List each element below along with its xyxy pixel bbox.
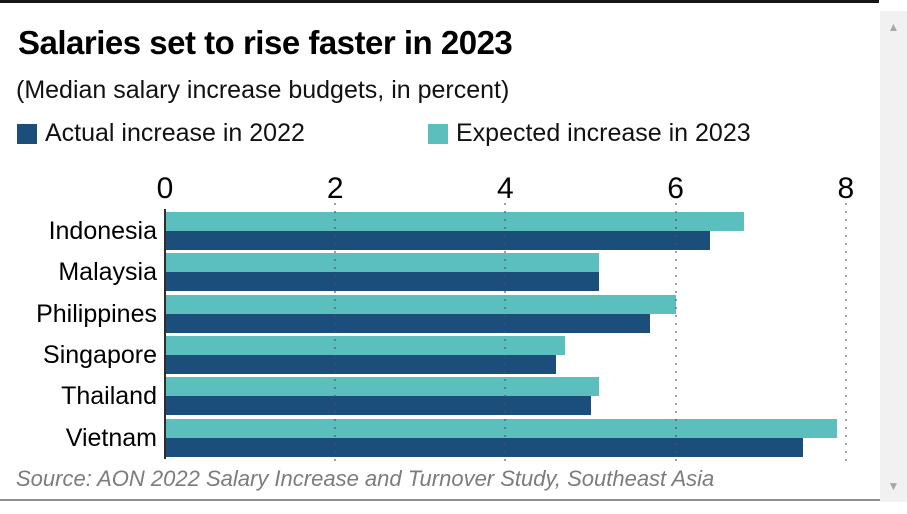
chart-legend: Actual increase in 2022 Expected increas… bbox=[0, 119, 880, 149]
bar-expected-2023-malaysia bbox=[165, 253, 599, 273]
bar-expected-2023-thailand bbox=[165, 377, 599, 397]
bar-actual-2022-singapore bbox=[165, 354, 557, 374]
vertical-scrollbar[interactable]: ▲ ▼ bbox=[880, 11, 907, 502]
category-label-thailand: Thailand bbox=[61, 382, 157, 411]
x-axis-tick-8: 8 bbox=[837, 172, 855, 205]
bar-expected-2023-indonesia bbox=[165, 212, 744, 231]
scroll-up-icon[interactable]: ▲ bbox=[887, 20, 900, 34]
gridline-6 bbox=[674, 203, 677, 461]
bar-expected-2023-philippines bbox=[165, 294, 676, 314]
gridline-8 bbox=[844, 203, 847, 461]
scroll-down-icon[interactable]: ▼ bbox=[887, 479, 900, 493]
chart-subtitle: (Median salary increase budgets, in perc… bbox=[16, 76, 510, 104]
page-title: Salaries set to rise faster in 2023 bbox=[18, 24, 513, 61]
gridline-2 bbox=[334, 203, 337, 461]
category-label-malaysia: Malaysia bbox=[58, 258, 157, 287]
bar-actual-2022-thailand bbox=[165, 396, 591, 416]
bar-actual-2022-philippines bbox=[165, 313, 651, 333]
legend-label-actual-2022: Actual increase in 2022 bbox=[45, 119, 305, 147]
x-axis-tick-0: 0 bbox=[156, 172, 174, 205]
bar-actual-2022-indonesia bbox=[165, 231, 710, 250]
legend-label-expected-2023: Expected increase in 2023 bbox=[456, 119, 751, 147]
top-divider bbox=[0, 0, 879, 3]
legend-swatch-actual-2022-icon bbox=[17, 123, 37, 144]
x-axis-tick-2: 2 bbox=[326, 172, 344, 205]
bar-chart-plot-area: 0 2 4 6 8 Indonesia Malaysia Philippines Singapo… bbox=[36, 172, 854, 461]
x-axis-tick-6: 6 bbox=[667, 172, 684, 205]
gridline-4 bbox=[504, 203, 507, 461]
legend-swatch-expected-2023-icon bbox=[428, 123, 448, 144]
bar-actual-2022-vietnam bbox=[165, 437, 804, 457]
category-label-singapore: Singapore bbox=[43, 340, 157, 369]
bar-expected-2023-singapore bbox=[165, 335, 565, 355]
legend-item-actual-2022: Actual increase in 2022 bbox=[17, 119, 305, 148]
bar-expected-2023-vietnam bbox=[165, 418, 838, 438]
category-label-philippines: Philippines bbox=[36, 299, 157, 328]
source-note: Source: AON 2022 Salary Increase and Tur… bbox=[16, 466, 715, 491]
category-label-indonesia: Indonesia bbox=[48, 217, 157, 245]
bottom-divider bbox=[0, 499, 880, 501]
category-label-vietnam: Vietnam bbox=[65, 423, 157, 452]
legend-item-expected-2023: Expected increase in 2023 bbox=[428, 119, 751, 148]
x-axis-tick-4: 4 bbox=[497, 172, 514, 205]
bar-actual-2022-malaysia bbox=[165, 272, 599, 292]
y-axis-line bbox=[164, 209, 166, 459]
